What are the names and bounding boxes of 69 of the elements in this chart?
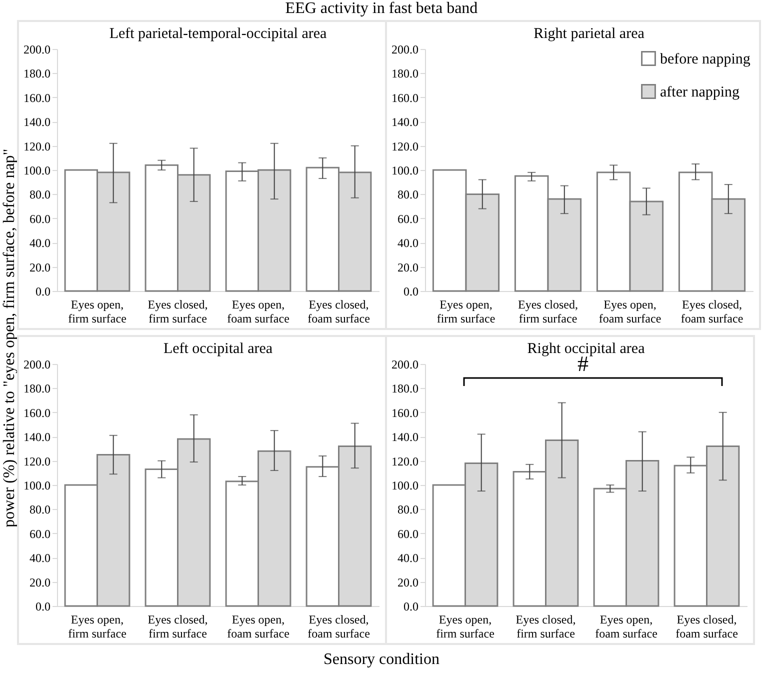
y-tick-label: 40.0 [30,551,50,566]
x-tick-label: Eyes closed, foam surface [308,612,370,640]
x-tick-label: Eyes open, foam surface [598,298,662,326]
y-tick-label: 20.0 [30,575,50,590]
y-tick-label: 20.0 [398,260,418,274]
y-tick-label: 20.0 [398,575,418,590]
y-tick-label: 0.0 [404,284,418,298]
y-tick-label: 120.0 [24,139,50,154]
y-tick-label: 120.0 [392,139,418,154]
y-tick-label: 180.0 [24,66,50,81]
y-tick-label: 100.0 [392,478,418,492]
y-tick-label: 160.0 [392,406,418,420]
y-tick-label: 200.0 [392,42,418,56]
y-tick-label: 120.0 [24,454,50,468]
y-tick-label: 180.0 [392,382,418,396]
y-tick-label: 120.0 [392,454,418,468]
y-tick-label: 60.0 [398,526,418,541]
x-tick-label: Eyes open, firm surface [68,298,126,326]
chart-title: Right occipital area [527,341,646,357]
x-tick-label: Eyes open, foam surface [595,612,658,640]
y-axis-title: power (%) relative to "eyes open, firm surface, before nap" [1,148,19,528]
y-tick-label: 60.0 [30,212,50,226]
y-tick-label: 100.0 [24,478,50,492]
y-tick-label: 140.0 [392,115,418,130]
y-tick-label: 20.0 [30,260,50,274]
y-tick-label: 100.0 [24,164,50,178]
y-tick-label: 160.0 [392,90,418,105]
y-tick-label: 40.0 [30,236,50,250]
x-tick-label: Eyes closed, firm surface [518,298,578,326]
y-tick-label: 0.0 [36,284,50,298]
x-tick-label: Eyes closed, firm surface [148,298,208,326]
x-tick-label: Eyes open, firm surface [68,612,126,640]
y-tick-label: 200.0 [392,358,418,372]
y-tick-label: 100.0 [392,164,418,178]
y-tick-label: 180.0 [24,382,50,396]
y-tick-label: 140.0 [24,115,50,130]
x-tick-label: Eyes closed, foam surface [680,298,744,326]
x-tick-label: Eyes closed, foam surface [308,298,370,326]
y-tick-label: 60.0 [30,526,50,541]
x-tick-label: Eyes open, foam surface [227,612,290,640]
y-tick-label: 160.0 [24,90,50,105]
y-tick-label: 200.0 [24,42,50,56]
y-tick-label: 40.0 [398,236,418,250]
x-tick-label: Eyes open, foam surface [227,298,290,326]
chart-title: Left occipital area [163,341,273,357]
y-tick-label: 0.0 [404,600,418,614]
y-tick-label: 140.0 [24,430,50,444]
x-tick-label: Eyes open, firm surface [436,298,496,326]
chart-title: Right parietal area [534,26,645,42]
y-tick-label: 80.0 [398,502,418,517]
y-tick-label: 80.0 [398,188,418,202]
legend-label: before napping [660,52,751,68]
y-tick-label: 180.0 [392,66,418,81]
y-tick-label: 140.0 [392,430,418,444]
y-tick-label: 80.0 [30,188,50,202]
y-tick-label: 40.0 [398,551,418,566]
text: EEG activity in fast beta band [284,0,479,18]
y-tick-label: 80.0 [30,502,50,517]
chart-title: Left parietal-temporal-occipital area [109,26,328,42]
legend-label: after napping [660,84,740,100]
y-tick-label: 60.0 [398,212,418,226]
y-tick-label: 200.0 [24,358,50,372]
x-axis-title: Sensory condition [322,651,440,669]
y-tick-label: 160.0 [24,406,50,420]
x-tick-label: Eyes closed, firm surface [516,612,576,640]
x-tick-label: Eyes open, firm surface [436,612,494,640]
x-tick-label: Eyes closed, firm surface [148,612,208,640]
x-tick-label: Eyes closed, foam surface [676,612,738,640]
y-tick-label: 0.0 [36,600,50,614]
